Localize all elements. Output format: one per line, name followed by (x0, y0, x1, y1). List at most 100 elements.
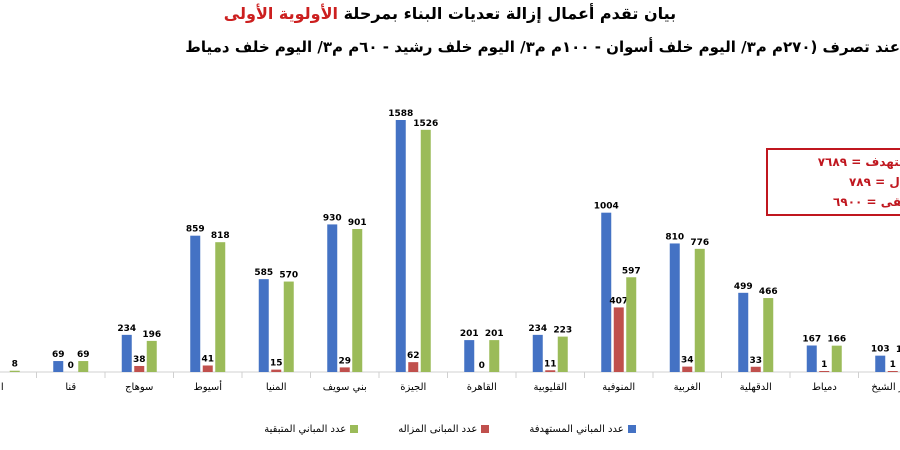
data-label-remaining: 196 (142, 330, 161, 340)
x-tick-label: بني سويف (323, 382, 367, 393)
bar-remaining (352, 229, 363, 372)
bar-removed (819, 371, 830, 372)
data-label-remaining: 69 (77, 350, 90, 360)
legend-swatch-remaining (350, 425, 359, 433)
bar-removed (339, 367, 350, 372)
data-label-removed: 0 (68, 361, 74, 371)
data-label-removed: 15 (270, 359, 283, 369)
bar-remaining (215, 242, 226, 372)
x-tick-label: قنا (65, 382, 76, 393)
legend-item-removed: عدد المبانى المزاله (398, 420, 490, 438)
data-label-target: 69 (52, 350, 65, 360)
data-label-remaining: 8 (12, 360, 18, 370)
data-label-target: 234 (528, 324, 547, 334)
data-label-target: 1004 (594, 202, 619, 212)
bar-removed (887, 371, 898, 372)
bar-target (464, 340, 475, 372)
chart-title-main: بيان تقدم أعمال إزالة تعديات البناء بمرح… (343, 4, 677, 23)
bar-target (327, 224, 338, 372)
bar-remaining (831, 345, 842, 372)
x-tick-label: القاهرة (467, 382, 497, 393)
data-label-remaining: 570 (279, 271, 298, 281)
data-label-removed: 38 (133, 355, 146, 365)
data-label-target: 499 (734, 282, 753, 292)
bar-remaining (146, 340, 157, 372)
x-tick-label: كفر الشيخ (871, 382, 900, 393)
bar-remaining (78, 361, 89, 372)
data-label-target: 810 (665, 232, 684, 242)
data-label-target: 103 (871, 345, 890, 355)
data-label-remaining: 776 (690, 238, 709, 248)
bar-removed (545, 370, 556, 372)
data-label-target: 585 (254, 268, 273, 278)
data-label-remaining: 818 (211, 231, 230, 241)
bar-removed (682, 366, 693, 372)
x-tick-label: الغربية (674, 382, 701, 393)
data-label-remaining: 901 (348, 218, 367, 228)
bar-target (395, 120, 406, 372)
data-label-remaining: 223 (553, 326, 572, 336)
legend-swatch-removed (481, 425, 490, 433)
data-label-target: 859 (186, 225, 205, 235)
chart-legend: عدد المباني المستهدفة عدد المبانى المزال… (0, 420, 900, 438)
bar-removed (271, 369, 282, 372)
bar-target (601, 212, 612, 372)
bar-removed (202, 365, 213, 372)
legend-label-remaining: عدد المباني المتبقية (264, 423, 347, 435)
legend-label-target: عدد المباني المستهدفة (529, 423, 624, 435)
data-label-target: 201 (460, 329, 479, 339)
data-label-remaining: 102 (896, 345, 900, 355)
data-label-target: 1588 (388, 109, 413, 119)
data-label-removed: 33 (749, 356, 762, 366)
legend-item-target: عدد المباني المستهدفة (529, 420, 636, 438)
bar-target (258, 279, 269, 372)
x-tick-label: أسيوط (193, 380, 222, 393)
bar-remaining (763, 298, 774, 372)
summary-remaining: المتبقى = ٦٩٠٠ (833, 195, 900, 209)
data-label-target: 930 (323, 213, 342, 223)
legend-label-removed: عدد المبانى المزاله (398, 423, 478, 435)
x-tick-label: سوهاج (125, 382, 153, 393)
bar-remaining (420, 129, 431, 372)
data-label-remaining: 201 (485, 329, 504, 339)
bar-target (875, 355, 886, 372)
chart-subtitle: عند تصرف (٢٧٠م م٣/ اليوم خلف أسوان - ١٠٠… (185, 38, 900, 56)
bar-removed (750, 366, 761, 372)
bar-target (669, 243, 680, 372)
x-tick-label: الدقهلية (740, 382, 772, 393)
bar-remaining (557, 336, 568, 372)
x-tick-label: ا (1, 382, 4, 393)
data-label-removed: 62 (407, 351, 420, 361)
legend-swatch-target (627, 425, 636, 433)
data-label-removed: 407 (609, 296, 628, 306)
bar-remaining (9, 370, 20, 372)
data-label-removed: 1 (890, 360, 896, 370)
bar-target (806, 345, 817, 372)
x-tick-label: دمياط (812, 382, 837, 393)
bar-target (532, 334, 543, 372)
bar-target (53, 361, 64, 372)
bar-target (190, 235, 201, 372)
data-label-target: 167 (802, 334, 821, 344)
bar-remaining (694, 248, 705, 372)
data-label-removed: 11 (544, 359, 557, 369)
x-tick-label: القليوبية (533, 382, 567, 393)
bar-remaining (283, 281, 294, 372)
chart-title-highlight: الأولوية الأولى (223, 4, 338, 23)
bar-removed (408, 362, 419, 372)
legend-item-remaining: عدد المباني المتبقية (264, 420, 359, 438)
data-label-target: 234 (117, 324, 136, 334)
data-label-remaining: 466 (759, 287, 778, 297)
summary-target: المستهدف = ٧٦٨٩ (817, 155, 900, 169)
data-label-removed: 1 (821, 360, 827, 370)
x-tick-label: المنوفية (602, 382, 635, 393)
bar-target (738, 292, 749, 372)
bar-target (121, 334, 132, 372)
data-label-removed: 29 (338, 356, 351, 366)
bar-removed (134, 365, 145, 372)
bar-removed (613, 307, 624, 372)
data-label-removed: 41 (201, 354, 214, 364)
bar-remaining (489, 340, 500, 372)
data-label-remaining: 597 (622, 266, 641, 276)
chart-title: بيان تقدم أعمال إزالة تعديات البناء بمرح… (40, 4, 860, 23)
